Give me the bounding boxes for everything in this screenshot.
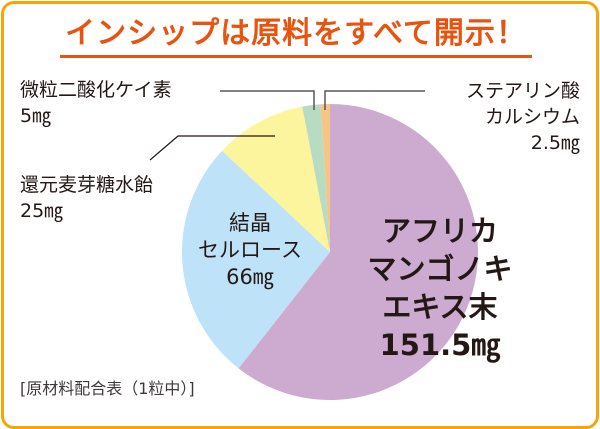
footnote-formula-table: [原材料配合表（1粒中）] xyxy=(20,379,195,398)
label-stearate-line1: ステアリン酸 xyxy=(465,80,580,102)
leader-line-silica xyxy=(220,90,315,110)
label-mango-line3: エキス末 xyxy=(382,290,498,324)
label-mango: アフリカ マンゴノキ エキス末 151.5㎎ xyxy=(360,212,520,364)
label-stearate-amount: 2.5㎎ xyxy=(530,132,580,154)
slice-maltitol xyxy=(222,106,330,253)
label-mango-line2: マンゴノキ xyxy=(367,252,513,286)
slice-mango xyxy=(238,104,478,400)
leader-line-maltitol xyxy=(149,135,275,161)
label-stearate-line2: カルシウム xyxy=(484,106,580,128)
label-cellulose: 結晶 セルロース 66㎎ xyxy=(175,210,325,291)
leader-line-stearate xyxy=(324,90,425,110)
label-maltitol: 還元麦芽糖水飴 25㎎ xyxy=(20,172,153,224)
slice-cellulose xyxy=(181,150,330,369)
label-stearate: ステアリン酸 カルシウム 2.5㎎ xyxy=(466,78,580,156)
label-cellulose-line2: セルロース xyxy=(198,238,302,262)
label-cellulose-amount: 66㎎ xyxy=(226,265,274,289)
label-cellulose-line1: 結晶 xyxy=(229,211,271,235)
label-maltitol-name: 還元麦芽糖水飴 xyxy=(20,174,154,196)
chart-title: インシップは原料をすべて開示！ xyxy=(65,16,527,51)
label-silica-amount: 5㎎ xyxy=(20,105,52,127)
slice-stearate xyxy=(320,104,330,252)
label-mango-line1: アフリカ xyxy=(381,214,498,248)
label-silica: 微粒二酸化ケイ素 5㎎ xyxy=(20,77,172,129)
label-maltitol-amount: 25㎎ xyxy=(20,200,64,222)
label-silica-name: 微粒二酸化ケイ素 xyxy=(20,79,172,101)
title-underline xyxy=(60,55,532,58)
slice-silica xyxy=(302,104,330,252)
label-mango-amount: 151.5㎎ xyxy=(379,328,501,362)
